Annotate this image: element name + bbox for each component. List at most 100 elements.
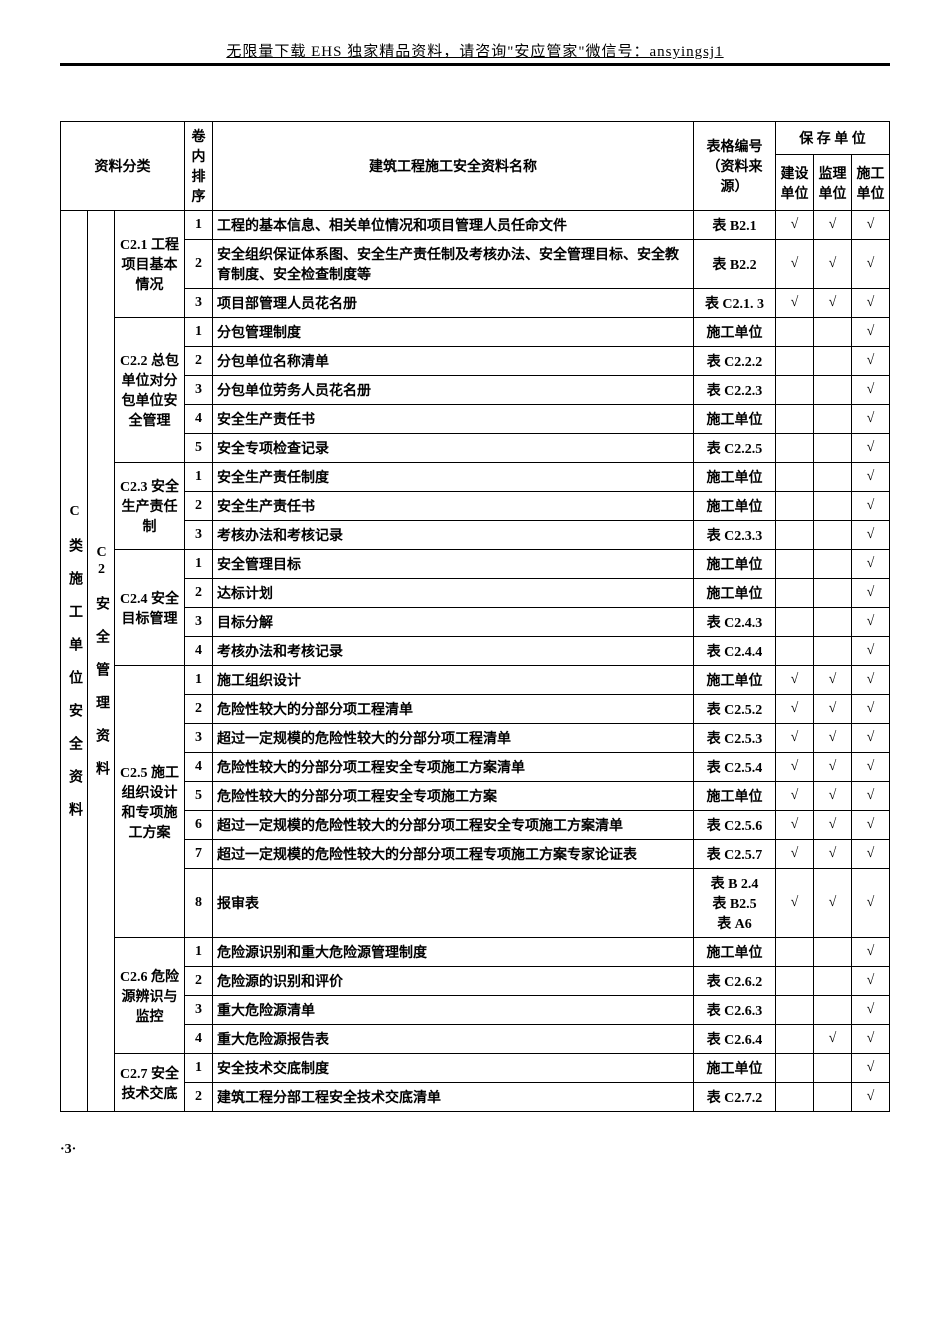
check-cell: √ [814, 240, 852, 289]
row-order: 4 [185, 753, 213, 782]
row-code: 施工单位 [694, 1054, 776, 1083]
check-cell: √ [852, 1083, 890, 1112]
row-order: 2 [185, 347, 213, 376]
check-cell [776, 492, 814, 521]
check-cell: √ [852, 289, 890, 318]
check-cell [814, 637, 852, 666]
row-order: 5 [185, 782, 213, 811]
check-cell [814, 550, 852, 579]
row-order: 8 [185, 869, 213, 938]
check-cell [814, 579, 852, 608]
row-order: 1 [185, 666, 213, 695]
th-storage: 保 存 单 位 [776, 122, 890, 155]
check-cell: √ [852, 434, 890, 463]
row-code: 表 B 2.4表 B2.5表 A6 [694, 869, 776, 938]
check-cell [814, 1083, 852, 1112]
th-construction: 建设单位 [776, 155, 814, 211]
check-cell [814, 463, 852, 492]
check-cell: √ [852, 753, 890, 782]
row-order: 4 [185, 637, 213, 666]
th-docname: 建筑工程施工安全资料名称 [213, 122, 694, 211]
check-cell: √ [852, 840, 890, 869]
check-cell: √ [852, 240, 890, 289]
row-order: 4 [185, 405, 213, 434]
row-code: 表 B2.2 [694, 240, 776, 289]
check-cell: √ [852, 695, 890, 724]
row-name: 危险性较大的分部分项工程清单 [213, 695, 694, 724]
row-code: 表 C2.4.3 [694, 608, 776, 637]
check-cell [814, 521, 852, 550]
check-cell: √ [814, 211, 852, 240]
row-order: 1 [185, 318, 213, 347]
row-order: 3 [185, 521, 213, 550]
row-order: 7 [185, 840, 213, 869]
row-code: 表 C2.2.3 [694, 376, 776, 405]
check-cell: √ [852, 938, 890, 967]
check-cell: √ [852, 492, 890, 521]
row-name: 项目部管理人员花名册 [213, 289, 694, 318]
check-cell: √ [814, 753, 852, 782]
row-order: 6 [185, 811, 213, 840]
group-label: C2.4 安全目标管理 [115, 550, 185, 666]
th-code: 表格编号（资料来源） [694, 122, 776, 211]
check-cell: √ [776, 869, 814, 938]
row-order: 2 [185, 579, 213, 608]
row-name: 安全生产责任制度 [213, 463, 694, 492]
row-code: 施工单位 [694, 492, 776, 521]
check-cell: √ [852, 211, 890, 240]
row-name: 分包单位名称清单 [213, 347, 694, 376]
check-cell: √ [814, 840, 852, 869]
check-cell [776, 1083, 814, 1112]
check-cell [776, 376, 814, 405]
row-order: 3 [185, 289, 213, 318]
group-label: C2.3 安全生产责任制 [115, 463, 185, 550]
check-cell: √ [852, 376, 890, 405]
row-code: 施工单位 [694, 463, 776, 492]
row-code: 施工单位 [694, 318, 776, 347]
row-code: 施工单位 [694, 666, 776, 695]
row-order: 1 [185, 938, 213, 967]
group-label: C2.6 危险源辨识与监控 [115, 938, 185, 1054]
check-cell: √ [852, 347, 890, 376]
row-code: 表 C2.5.2 [694, 695, 776, 724]
check-cell: √ [814, 724, 852, 753]
row-code: 施工单位 [694, 938, 776, 967]
row-order: 3 [185, 376, 213, 405]
check-cell: √ [852, 521, 890, 550]
row-name: 工程的基本信息、相关单位情况和项目管理人员任命文件 [213, 211, 694, 240]
row-order: 3 [185, 996, 213, 1025]
row-name: 危险源的识别和评价 [213, 967, 694, 996]
check-cell: √ [776, 695, 814, 724]
page-header: 无限量下载 EHS 独家精品资料，请咨询"安应管家"微信号：ansyingsj1 [60, 40, 890, 61]
check-cell [776, 608, 814, 637]
main-category-cell: C 类 施 工 单 位 安 全 资 料 [61, 211, 88, 1112]
check-cell [776, 550, 814, 579]
check-cell [814, 434, 852, 463]
row-order: 5 [185, 434, 213, 463]
check-cell [776, 1054, 814, 1083]
check-cell: √ [776, 811, 814, 840]
check-cell [814, 405, 852, 434]
group-label: C2.2 总包单位对分包单位安全管理 [115, 318, 185, 463]
row-name: 安全生产责任书 [213, 405, 694, 434]
check-cell: √ [852, 579, 890, 608]
row-code: 表 C2.2.2 [694, 347, 776, 376]
check-cell: √ [776, 289, 814, 318]
header-underline [60, 63, 890, 66]
check-cell: √ [814, 811, 852, 840]
check-cell [776, 521, 814, 550]
check-cell [776, 318, 814, 347]
row-code: 表 C2.1. 3 [694, 289, 776, 318]
check-cell: √ [776, 782, 814, 811]
row-code: 施工单位 [694, 405, 776, 434]
check-cell [776, 637, 814, 666]
row-name: 报审表 [213, 869, 694, 938]
row-order: 1 [185, 463, 213, 492]
check-cell: √ [852, 550, 890, 579]
row-order: 2 [185, 967, 213, 996]
check-cell: √ [776, 240, 814, 289]
check-cell: √ [852, 1054, 890, 1083]
group-label: C2.1 工程项目基本情况 [115, 211, 185, 318]
row-code: 表 C2.5.6 [694, 811, 776, 840]
row-code: 表 C2.4.4 [694, 637, 776, 666]
